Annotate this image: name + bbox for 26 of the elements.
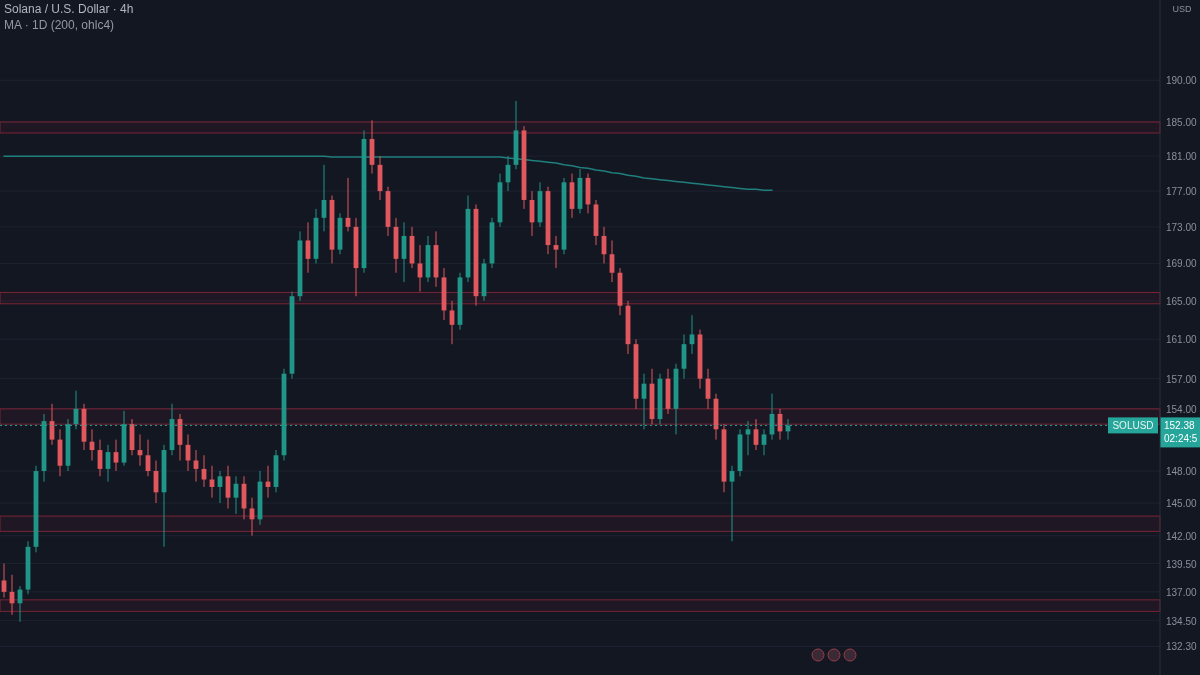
- y-tick-label: 142.00: [1166, 530, 1198, 542]
- y-tick-label: 185.00: [1166, 116, 1198, 128]
- y-tick-label: 169.00: [1166, 258, 1198, 270]
- text: MA · 1D (200, ohlc4): [4, 18, 115, 32]
- y-axis-title: USD: [1172, 4, 1192, 14]
- text: 02:24:5: [1164, 433, 1198, 445]
- y-tick-label: 173.00: [1166, 221, 1198, 233]
- y-tick-label: 190.00: [1166, 75, 1198, 87]
- text: 152.38: [1164, 420, 1196, 432]
- y-tick-label: 161.00: [1166, 334, 1198, 346]
- chart-title: Solana / U.S. Dollar · 4h: [4, 2, 134, 16]
- y-tick-label: 157.00: [1166, 373, 1198, 385]
- y-tick-label: 148.00: [1166, 466, 1198, 478]
- y-tick-label: 154.00: [1166, 403, 1198, 415]
- y-tick-label: 137.00: [1166, 586, 1198, 598]
- candlestick: [193, 449, 199, 483]
- y-tick-label: 177.00: [1166, 186, 1198, 198]
- line-series: [3, 155, 773, 191]
- y-tick-label: 139.50: [1166, 558, 1198, 570]
- y-tick-label: 134.50: [1166, 615, 1198, 627]
- y-tick-label: 181.00: [1166, 151, 1198, 163]
- ref-line-label: SOLUSD: [1112, 420, 1154, 432]
- y-tick-label: 165.00: [1166, 295, 1198, 307]
- candlestick: [553, 235, 559, 269]
- y-tick-label: 145.00: [1166, 498, 1198, 510]
- y-tick-label: 132.30: [1166, 641, 1198, 653]
